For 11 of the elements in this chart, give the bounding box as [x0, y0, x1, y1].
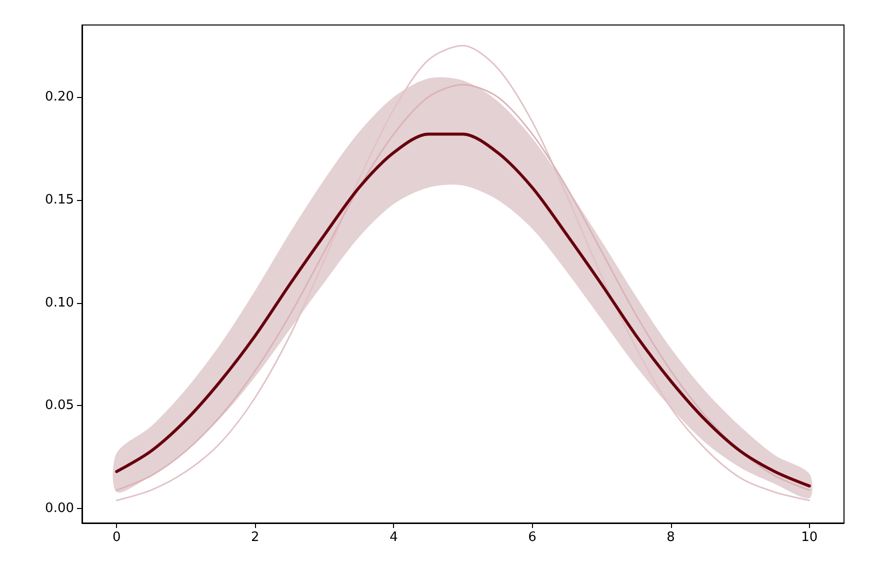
x-tick-label: 2 — [251, 530, 260, 545]
y-tick-label: 0.20 — [45, 90, 74, 105]
x-tick-label: 8 — [666, 530, 675, 545]
x-tick-label: 10 — [801, 530, 818, 545]
x-tick-label: 4 — [390, 530, 398, 545]
y-tick-label: 0.05 — [45, 398, 74, 414]
x-tick-label: 0 — [112, 530, 121, 545]
y-tick-label: 0.15 — [45, 192, 74, 208]
y-tick-label: 0.10 — [45, 295, 74, 310]
x-tick-label: 6 — [528, 530, 536, 545]
y-tick-label: 0.00 — [45, 501, 74, 516]
